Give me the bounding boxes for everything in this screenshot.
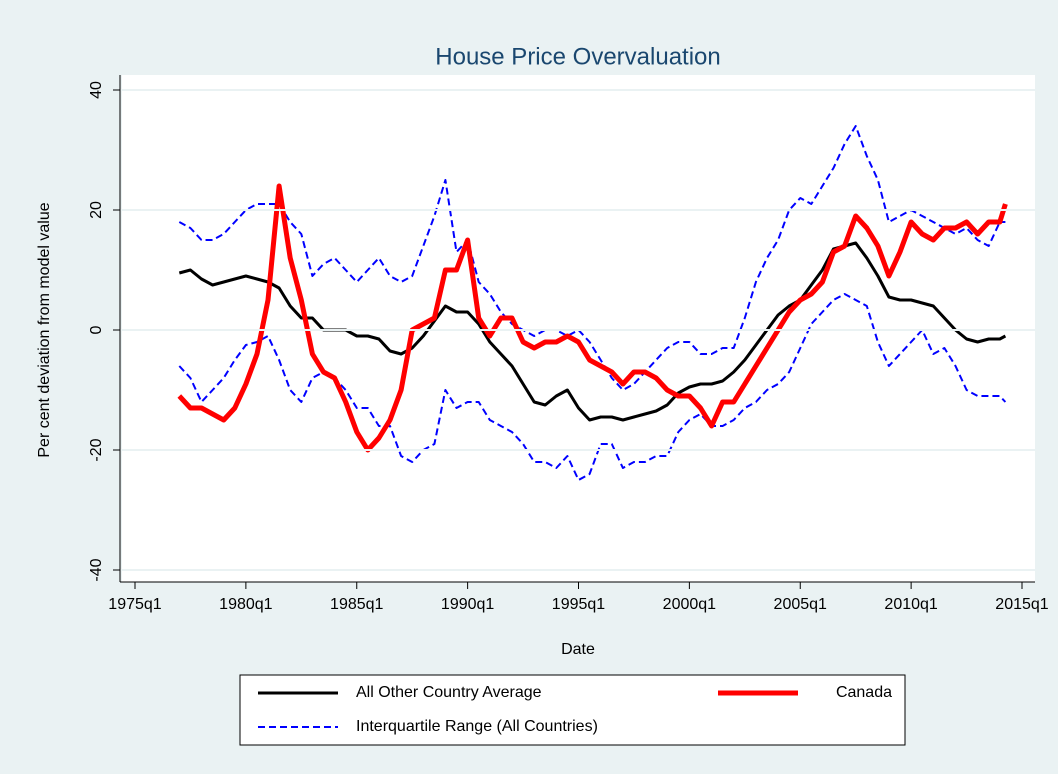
x-tick-label: 1975q1 bbox=[108, 596, 161, 613]
y-tick-label: 40 bbox=[88, 81, 105, 99]
y-tick-label: 20 bbox=[88, 201, 105, 219]
x-tick-label: 1985q1 bbox=[330, 596, 383, 613]
plot-layer bbox=[177, 125, 1008, 481]
series-line bbox=[178, 241, 1007, 422]
y-tick-label: -20 bbox=[88, 438, 105, 461]
x-tick-label: 2000q1 bbox=[663, 596, 716, 613]
x-tick-label: 2005q1 bbox=[774, 596, 827, 613]
legend-label: All Other Country Average bbox=[356, 684, 542, 701]
x-tick-label: 2010q1 bbox=[884, 596, 937, 613]
x-tick-label: 1980q1 bbox=[219, 596, 272, 613]
y-tick-label: -40 bbox=[88, 558, 105, 581]
x-axis-title: Date bbox=[561, 641, 595, 658]
legend-box bbox=[239, 674, 906, 746]
legend-label: Canada bbox=[836, 684, 892, 701]
y-axis-title: Per cent deviation from model value bbox=[36, 202, 53, 457]
series-line bbox=[178, 293, 1007, 481]
series-line bbox=[177, 183, 1008, 453]
legend-label: Interquartile Range (All Countries) bbox=[356, 718, 598, 735]
x-tick-label: 1990q1 bbox=[441, 596, 494, 613]
x-tick-label: 1995q1 bbox=[552, 596, 605, 613]
chart-title: House Price Overvaluation bbox=[435, 43, 720, 70]
plot-area bbox=[122, 75, 1035, 582]
y-tick-label: 0 bbox=[88, 325, 105, 334]
series-line bbox=[178, 125, 1006, 391]
x-tick-label: 2015q1 bbox=[995, 596, 1048, 613]
